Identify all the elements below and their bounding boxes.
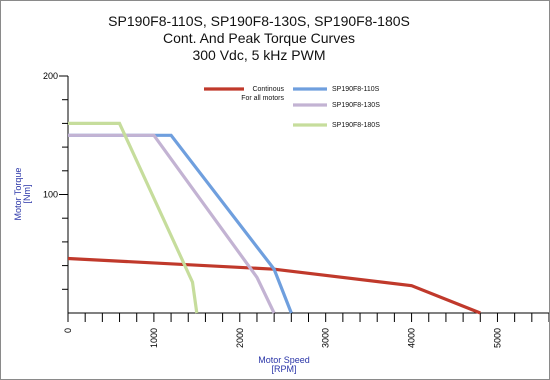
legend-label-1: For all motors <box>241 95 284 102</box>
chart-title-line: Cont. And Peak Torque Curves <box>163 30 355 46</box>
x-axis-label: [RPM] <box>271 364 296 374</box>
x-tick-label: 3000 <box>321 328 331 348</box>
legend-label-3: SP190F8-130S <box>332 102 380 109</box>
x-tick-label: 4000 <box>407 328 417 348</box>
series-line-4 <box>68 121 199 314</box>
series-line-2 <box>68 133 293 314</box>
x-axis-ticks: 0 1000 2000 3000 4000 5000 <box>63 313 549 348</box>
y-axis-label: [Nm] <box>22 185 32 204</box>
axis-labels: Motor Speed[RPM] Motor Torque [Nm] <box>13 168 310 374</box>
y-tick-label: 200 <box>43 71 58 81</box>
legend: Continous For all motors SP190F8-110S SP190… <box>204 86 380 129</box>
legend-label-2: SP190F8-110S <box>332 86 380 93</box>
series-line-3 <box>68 133 276 314</box>
legend-label-4: SP190F8-180S <box>332 122 380 129</box>
legend-label-1: Continous <box>252 86 284 93</box>
chart-title-line: 300 Vdc, 5 kHz PWM <box>192 47 325 63</box>
chart-title: SP190F8-110S, SP190F8-130S, SP190F8-180S… <box>108 13 410 63</box>
axes <box>67 76 549 314</box>
x-axis-label: Motor Speed <box>258 355 310 365</box>
y-axis-ticks: 100 200 <box>43 71 68 290</box>
series-layer <box>67 121 481 315</box>
series-line-1 <box>67 256 481 315</box>
chart-title-line: SP190F8-110S, SP190F8-130S, SP190F8-180S <box>108 13 410 29</box>
x-tick-label: 5000 <box>492 328 502 348</box>
x-tick-label: 2000 <box>235 328 245 348</box>
y-axis-label: Motor Torque <box>13 168 23 221</box>
x-tick-label: 0 <box>63 328 73 333</box>
y-tick-label: 100 <box>43 190 58 200</box>
x-tick-label: 1000 <box>149 328 159 348</box>
